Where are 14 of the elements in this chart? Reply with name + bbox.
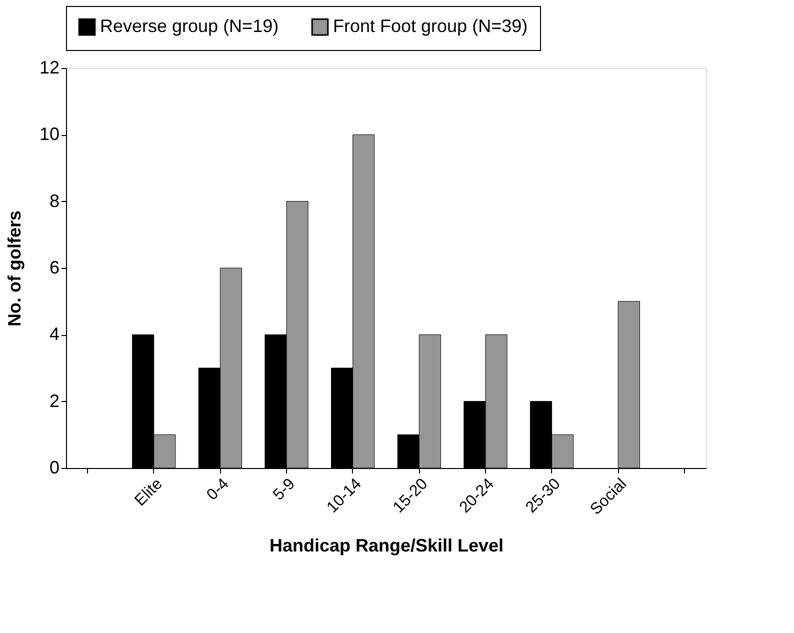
x-tick-label: 5-9 xyxy=(270,475,299,504)
legend-label: Front Foot group (N=39) xyxy=(333,16,528,36)
x-tick-label: 0-4 xyxy=(204,475,232,504)
y-tick-label: 12 xyxy=(39,58,60,78)
y-axis-title: No. of golfers xyxy=(4,210,24,326)
x-axis-title: Handicap Range/Skill Level xyxy=(269,536,504,556)
y-tick-label: 4 xyxy=(49,324,60,344)
y-tick-label: 6 xyxy=(49,258,60,278)
legend-label: Reverse group (N=19) xyxy=(100,16,279,36)
y-tick-label: 8 xyxy=(49,190,60,211)
x-tick-label: Elite xyxy=(132,475,166,510)
y-tick-label: 10 xyxy=(39,124,60,144)
y-tick-label: 0 xyxy=(49,458,60,478)
y-tick-label: 2 xyxy=(49,390,60,411)
